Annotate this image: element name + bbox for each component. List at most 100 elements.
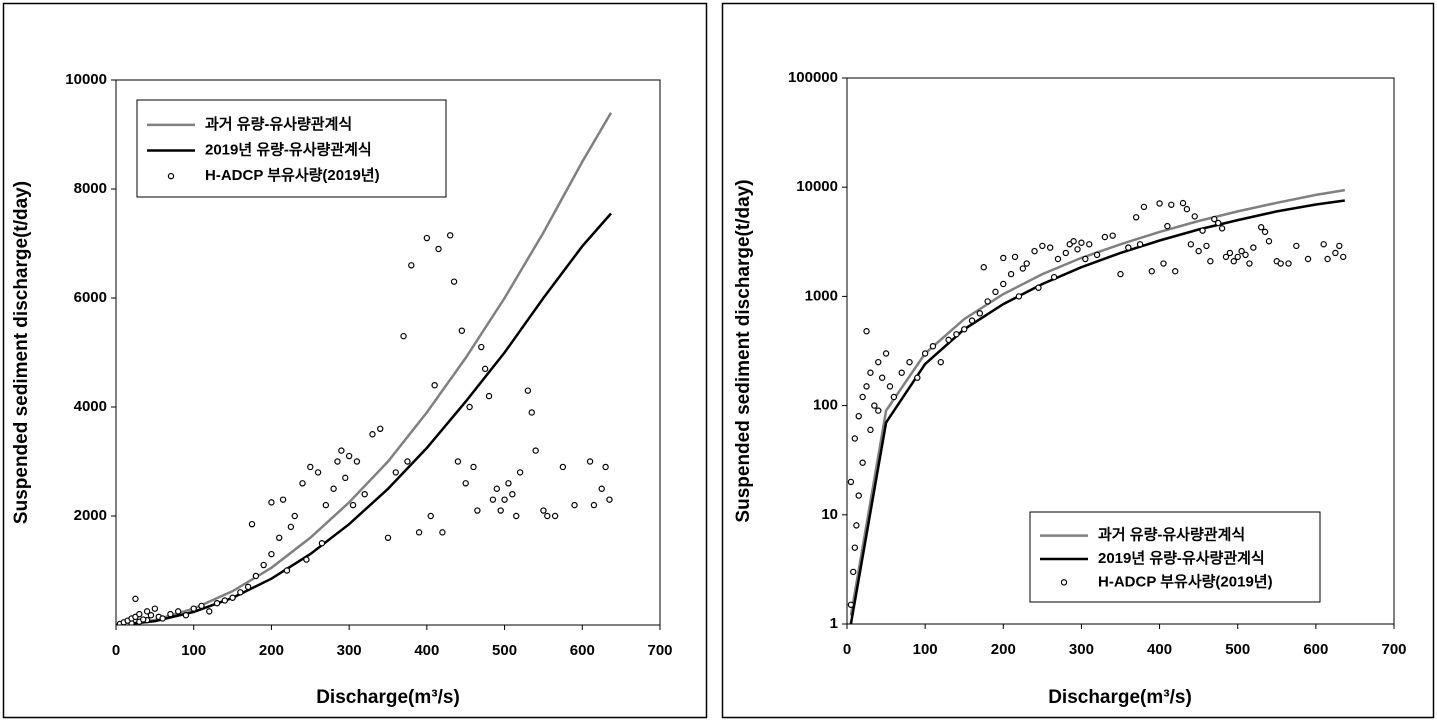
data-point — [478, 343, 485, 351]
y-tick-label: 6000 — [74, 289, 107, 306]
y-tick-label: 10000 — [65, 71, 107, 88]
data-point — [867, 369, 874, 376]
x-tick-label: 600 — [1303, 641, 1328, 658]
data-point — [890, 393, 898, 401]
data-point — [1265, 238, 1273, 245]
x-tick-label: 0 — [843, 641, 851, 658]
data-point — [1277, 260, 1284, 267]
data-point — [859, 393, 866, 401]
data-point — [1293, 242, 1300, 250]
legend-label: 과거 유량-유사량관계식 — [1098, 526, 1245, 544]
data-point — [875, 358, 882, 366]
data-point — [1214, 219, 1222, 227]
data-point — [1054, 255, 1062, 263]
legend-box — [136, 99, 447, 198]
data-point — [1340, 253, 1347, 261]
data-point — [1207, 258, 1214, 265]
data-point — [334, 458, 341, 465]
data-point — [174, 608, 182, 615]
data-point — [303, 556, 310, 563]
data-point — [980, 264, 987, 271]
data-point — [501, 496, 508, 503]
data-point — [345, 452, 353, 460]
data-point — [1285, 260, 1292, 267]
data-point — [159, 615, 166, 622]
x-tick-label: 300 — [337, 642, 362, 659]
data-point — [314, 469, 322, 476]
data-point — [213, 600, 221, 607]
data-point — [1218, 225, 1226, 232]
data-point — [1250, 244, 1257, 251]
data-point — [167, 610, 174, 618]
data-point — [1148, 268, 1155, 275]
data-point — [1136, 241, 1144, 248]
data-point — [906, 358, 913, 366]
data-point — [1187, 241, 1195, 248]
plot-area — [116, 112, 613, 625]
data-point — [598, 485, 605, 492]
data-point — [1046, 244, 1054, 251]
data-point — [431, 382, 438, 389]
data-point — [586, 458, 594, 465]
data-point — [571, 501, 578, 509]
data-point — [497, 507, 504, 514]
data-point — [330, 485, 337, 492]
y-tick-label: 4000 — [74, 398, 107, 415]
data-point — [1230, 258, 1238, 265]
data-point — [299, 480, 306, 487]
data-point — [945, 336, 952, 344]
data-point — [1156, 200, 1163, 207]
data-point — [1117, 270, 1124, 278]
data-point — [454, 458, 462, 465]
y-axis-label: Suspended sediment discharge(t/day) — [733, 179, 754, 522]
data-point — [1226, 249, 1234, 257]
axes-frame — [846, 77, 1395, 625]
data-point — [513, 512, 520, 520]
data-point — [1257, 224, 1265, 231]
data-point — [268, 499, 275, 506]
x-tick-label: 400 — [1147, 641, 1172, 658]
data-point — [287, 523, 295, 531]
data-point — [353, 458, 361, 465]
data-point — [1000, 280, 1007, 288]
data-point — [450, 278, 458, 285]
data-point — [516, 469, 524, 476]
data-point — [882, 350, 890, 357]
data-point — [361, 491, 368, 498]
data-point — [237, 589, 244, 596]
data-point — [423, 234, 431, 242]
x-tick-label: 200 — [991, 641, 1016, 658]
x-tick-label: 400 — [414, 642, 439, 659]
data-point — [1109, 232, 1116, 239]
data-point — [863, 383, 870, 390]
data-point — [855, 492, 862, 499]
data-point — [1140, 203, 1148, 211]
fit-line — [849, 199, 1345, 624]
data-point — [505, 480, 512, 487]
data-point — [151, 605, 159, 612]
data-point — [847, 478, 855, 486]
data-point — [1191, 213, 1198, 220]
data-point — [318, 540, 326, 547]
data-point — [1011, 253, 1019, 261]
data-point — [559, 463, 567, 471]
data-point — [132, 595, 139, 603]
data-point — [1019, 265, 1027, 272]
data-point — [544, 512, 551, 520]
data-point — [1082, 255, 1089, 263]
legend-label: 2019년 유량-유사량관계식 — [205, 140, 372, 158]
panel-frame — [2, 2, 708, 719]
data-point — [1101, 233, 1109, 241]
y-tick-label: 8000 — [74, 180, 107, 197]
data-point — [847, 601, 855, 608]
data-point — [984, 298, 991, 305]
data-point — [493, 485, 500, 492]
data-point — [851, 544, 859, 551]
data-point — [206, 608, 213, 615]
data-point — [182, 611, 190, 619]
data-point — [921, 350, 929, 357]
data-point — [961, 326, 968, 333]
data-point — [1125, 244, 1132, 251]
data-point — [863, 328, 870, 335]
